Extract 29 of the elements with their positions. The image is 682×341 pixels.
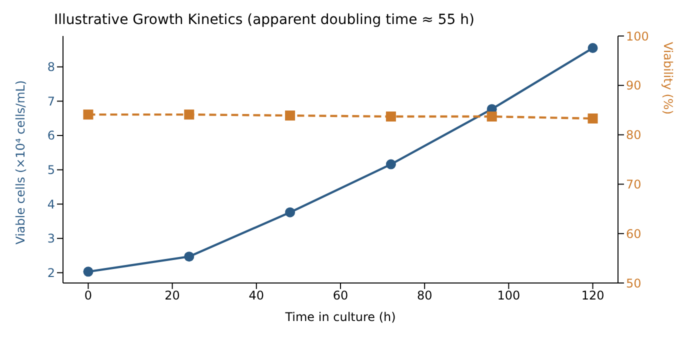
chart-title: Illustrative Growth Kinetics (apparent doubling time ≈ 55 h) bbox=[54, 12, 474, 28]
y2-tick-label: 80 bbox=[626, 128, 642, 142]
y2-tick-label: 60 bbox=[626, 226, 642, 241]
y-tick-label: 6 bbox=[47, 128, 55, 143]
point bbox=[285, 207, 296, 218]
x-tick-label: 100 bbox=[497, 288, 520, 303]
y-tick-label: 2 bbox=[47, 266, 55, 280]
x-tick-label: 120 bbox=[581, 288, 604, 303]
y-tick-label: 4 bbox=[47, 197, 55, 212]
x-tick-label: 40 bbox=[248, 288, 264, 303]
y2-tick-label: 100 bbox=[626, 29, 649, 44]
y-tick-label: 7 bbox=[47, 94, 55, 108]
x-tick-label: 80 bbox=[416, 288, 432, 303]
y2-tick-label: 90 bbox=[626, 78, 642, 93]
point bbox=[184, 252, 194, 262]
point bbox=[588, 43, 598, 54]
x-tick-label: 0 bbox=[84, 288, 92, 303]
x-axis-title: Time in culture (h) bbox=[284, 310, 396, 324]
y-tick-label: 3 bbox=[47, 232, 55, 246]
x-tick-label: 60 bbox=[332, 288, 348, 303]
y2-tick-label: 50 bbox=[626, 276, 642, 290]
y-tick-label: 8 bbox=[47, 60, 55, 74]
y-tick-label: 5 bbox=[47, 163, 55, 178]
x-tick-label: 20 bbox=[164, 288, 180, 303]
point bbox=[386, 159, 396, 170]
y2-axis-title: Viability (%) bbox=[660, 42, 675, 114]
y2-tick-label: 70 bbox=[626, 177, 642, 192]
y-axis-title: Viable cells (×10⁴ cells/mL) bbox=[13, 80, 28, 244]
point bbox=[83, 266, 94, 277]
